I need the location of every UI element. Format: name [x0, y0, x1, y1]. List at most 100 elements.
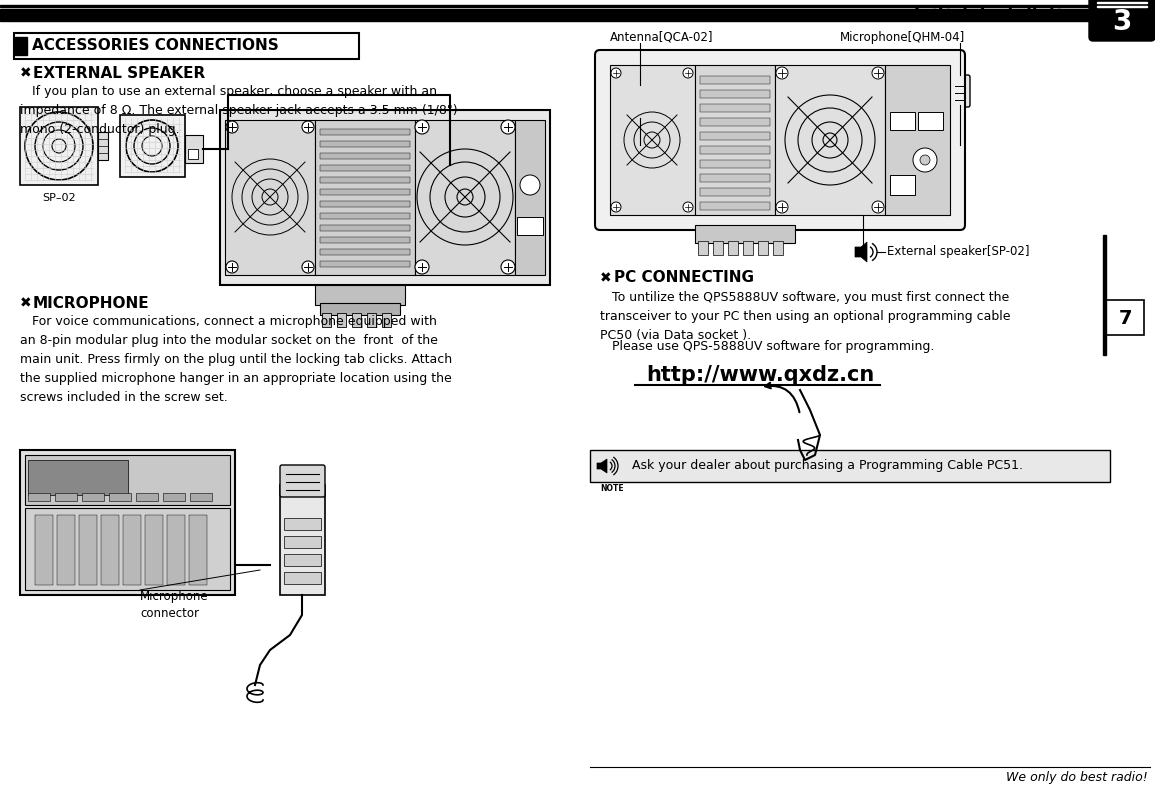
Bar [120, 115, 185, 177]
Text: MICROPHONE: MICROPHONE [33, 295, 150, 311]
Circle shape [872, 67, 884, 79]
Bar [610, 65, 695, 215]
Bar [367, 313, 377, 327]
Bar [891, 112, 915, 130]
Bar [98, 132, 109, 160]
Text: Microphone[QHM-04]: Microphone[QHM-04] [840, 31, 966, 43]
Bar [167, 515, 185, 585]
Circle shape [611, 202, 621, 212]
Text: ACCESSORIES CONNECTIONS: ACCESSORIES CONNECTIONS [32, 38, 278, 53]
Bar [189, 515, 207, 585]
Text: Antenna[QCA-02]: Antenna[QCA-02] [610, 31, 714, 43]
Bar [0, 5, 1155, 7]
Text: SP–02: SP–02 [42, 193, 75, 203]
Bar [382, 313, 392, 327]
Bar [918, 112, 942, 130]
Bar [25, 455, 230, 505]
Text: NOTE: NOTE [599, 484, 624, 493]
Bar [1106, 300, 1143, 335]
Bar [700, 188, 770, 196]
Bar [515, 120, 545, 275]
Bar [20, 450, 234, 595]
Bar [698, 241, 708, 255]
Circle shape [611, 68, 621, 78]
FancyBboxPatch shape [1089, 0, 1155, 41]
Text: ✖: ✖ [20, 296, 31, 310]
Bar [695, 65, 775, 215]
Bar [700, 90, 770, 98]
Bar [315, 120, 415, 275]
Bar [885, 65, 951, 215]
Circle shape [415, 260, 429, 274]
Bar [163, 493, 185, 501]
FancyBboxPatch shape [627, 93, 653, 119]
Bar [320, 237, 410, 243]
Polygon shape [855, 242, 867, 262]
Bar [25, 508, 230, 590]
Bar [320, 165, 410, 171]
Bar [79, 515, 97, 585]
Bar [284, 572, 321, 584]
Circle shape [776, 67, 788, 79]
Circle shape [501, 120, 515, 134]
Bar [700, 160, 770, 168]
Circle shape [301, 121, 314, 133]
Text: To untilize the QPS5888UV software, you must first connect the
transceiver to yo: To untilize the QPS5888UV software, you … [599, 291, 1011, 342]
Circle shape [872, 201, 884, 213]
Text: 7: 7 [1118, 309, 1132, 327]
FancyBboxPatch shape [951, 75, 970, 107]
Polygon shape [597, 459, 608, 473]
Circle shape [683, 202, 693, 212]
Text: For voice communications, connect a microphone equipped with
an 8-pin modular pl: For voice communications, connect a micr… [20, 315, 452, 404]
Bar [700, 146, 770, 154]
Bar [122, 515, 141, 585]
Bar [700, 202, 770, 210]
Bar [695, 225, 795, 243]
Circle shape [921, 155, 930, 165]
Text: Microphone
connector: Microphone connector [140, 590, 209, 620]
Bar [57, 515, 75, 585]
Bar [743, 241, 753, 255]
Bar [146, 515, 163, 585]
Bar [636, 75, 644, 82]
Bar [0, 9, 1155, 21]
Bar [337, 313, 346, 327]
Bar [352, 313, 362, 327]
Text: Initial  Installation: Initial Installation [914, 6, 1085, 24]
Bar [700, 132, 770, 140]
Bar [188, 149, 198, 159]
FancyBboxPatch shape [595, 50, 964, 230]
Bar [284, 554, 321, 566]
Bar [219, 110, 550, 285]
Text: External speaker[SP-02]: External speaker[SP-02] [887, 246, 1029, 258]
Bar [320, 141, 410, 147]
Text: PC CONNECTING: PC CONNECTING [614, 271, 754, 286]
Circle shape [226, 261, 238, 273]
Bar [1103, 235, 1106, 355]
Bar [320, 213, 410, 219]
Text: EXTERNAL SPEAKER: EXTERNAL SPEAKER [33, 65, 206, 81]
Bar [191, 493, 213, 501]
Text: 3: 3 [1112, 8, 1132, 36]
Bar [284, 536, 321, 548]
Bar [55, 493, 77, 501]
Bar [20, 107, 98, 185]
Circle shape [626, 81, 654, 109]
Bar [891, 175, 915, 195]
Bar [728, 241, 738, 255]
Text: We only do best radio!: We only do best radio! [1006, 771, 1148, 784]
Circle shape [912, 148, 937, 172]
Text: If you plan to use an external speaker, choose a speaker with an
impedance of 8 : If you plan to use an external speaker, … [20, 85, 457, 136]
Bar [1097, 5, 1147, 7]
Bar [320, 153, 410, 159]
Bar [590, 450, 1110, 482]
FancyBboxPatch shape [280, 465, 325, 497]
Bar [700, 174, 770, 182]
Bar [284, 518, 321, 530]
Bar [700, 76, 770, 84]
Bar [320, 201, 410, 207]
Circle shape [520, 175, 541, 195]
Bar [320, 225, 410, 231]
Bar [280, 485, 325, 595]
Circle shape [226, 121, 238, 133]
